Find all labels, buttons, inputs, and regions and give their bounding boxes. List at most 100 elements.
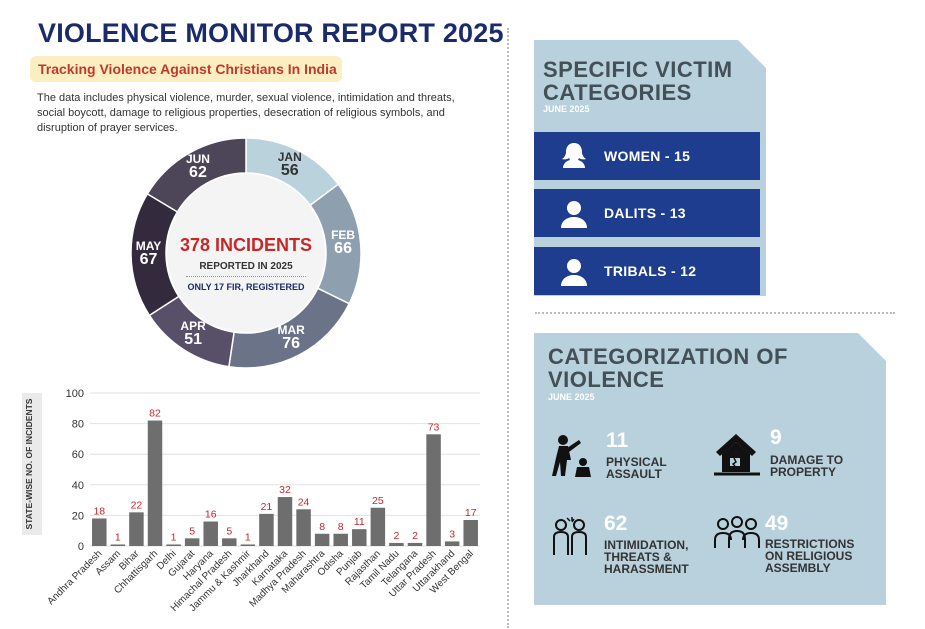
bar-value-label: 32	[279, 484, 291, 496]
y-axis-label-band	[22, 393, 42, 535]
intimidation-label-2: THREATS &	[604, 550, 672, 564]
bar-haryana	[203, 521, 218, 546]
subtitle-highlight	[30, 56, 342, 82]
violence-panel-title-1: CATEGORIZATION OF	[548, 344, 788, 369]
bar-west-bengal	[463, 519, 478, 546]
bar-karnataka	[277, 497, 293, 546]
bar-value-label: 5	[189, 525, 195, 537]
bar-himachal-pradesh	[222, 538, 237, 546]
bar-telangana	[407, 542, 423, 546]
intimidation-label-3: HARASSMENT	[604, 562, 689, 576]
bar-jharkhand	[259, 513, 274, 546]
bar-value-label: 5	[226, 525, 232, 537]
violence-panel-title-2: VIOLENCE	[548, 367, 665, 392]
woman-icon	[562, 143, 586, 168]
monthly-donut-chart	[130, 137, 362, 369]
donut-month: MAR	[277, 323, 305, 338]
donut-month: JAN	[277, 149, 302, 164]
bar-value-label: 8	[338, 521, 344, 533]
donut-month: MAY	[135, 238, 162, 253]
bar-jammu-kashmir	[240, 544, 256, 546]
restrictions-count: 49	[765, 512, 789, 535]
donut-value: 66	[334, 240, 352, 258]
bar-value-label: 8	[319, 521, 325, 533]
assault-icon	[552, 435, 591, 477]
bar-tamil-nadu	[389, 542, 404, 546]
bar-value-label: 82	[149, 408, 161, 420]
intro-text: The data includes physical violence, mur…	[37, 92, 455, 134]
victim-panel-period: JUNE 2025	[543, 104, 590, 114]
damage-property-label-2: PROPERTY	[770, 465, 837, 479]
bar-value-label: 21	[261, 501, 273, 513]
violence-panel-period: JUNE 2025	[548, 392, 595, 402]
donut-label-jan: JAN 56	[268, 151, 312, 179]
donut-month: JUN	[185, 152, 210, 167]
bar-maharashtra	[314, 533, 330, 546]
victim-panel-title-2: CATEGORIES	[543, 80, 692, 105]
horizontal-divider	[535, 312, 895, 314]
bar-value-label: 3	[449, 528, 455, 540]
y-tick-label: 60	[72, 449, 84, 461]
fir-note: ONLY 17 FIR, REGISTERED	[187, 282, 305, 292]
physical-assault-count: 11	[606, 429, 629, 452]
bar-value-label: 11	[354, 516, 365, 528]
restrictions-label-3: ASSEMBLY	[765, 561, 831, 575]
bar-chhattisgarh	[147, 420, 163, 546]
report-subtitle: Tracking Violence Against Christians In …	[38, 61, 337, 77]
incidents-total: 378 INCIDENTS	[179, 235, 313, 255]
donut-label-feb: FEB 66	[321, 229, 365, 257]
bar-value-label: 22	[131, 499, 143, 511]
bar-punjab	[352, 529, 367, 546]
damage-property-label-1: DAMAGE TO	[770, 453, 844, 467]
bar-value-label: 16	[205, 509, 217, 521]
victim-row-dalits: DALITS - 13	[534, 189, 760, 237]
bar-gujarat	[184, 538, 200, 546]
y-tick-label: 20	[72, 510, 84, 522]
victim-label-women: WOMEN - 15	[604, 148, 691, 164]
bar-value-label: 1	[245, 531, 251, 543]
group-icon	[714, 516, 760, 548]
donut-month: APR	[180, 318, 206, 333]
donut-value: 56	[280, 161, 299, 179]
bar-value-label: 18	[93, 505, 105, 517]
victim-row-tribals: TRIBALS - 12	[534, 247, 760, 295]
victim-panel-title-1: SPECIFIC VICTIM	[543, 57, 733, 82]
physical-assault-label-1: PHYSICAL	[606, 455, 667, 469]
bar-odisha	[333, 533, 348, 546]
bar-value-label: 2	[394, 530, 400, 542]
physical-assault-label-2: ASSAULT	[606, 467, 662, 481]
x-tick-label: Andhra Pradesh	[46, 548, 105, 607]
violence-categories-panel	[534, 333, 886, 605]
restrictions-label-1: RESTRICTIONS	[765, 537, 855, 551]
victim-label-tribals: TRIBALS - 12	[604, 263, 697, 279]
bar-uttar-pradesh	[426, 434, 441, 546]
bar-madhya-pradesh	[296, 509, 311, 546]
intimidation-count: 62	[604, 512, 628, 535]
donut-value: 76	[282, 335, 301, 353]
donut-value: 67	[139, 250, 158, 268]
y-tick-label: 100	[66, 388, 84, 400]
y-tick-label: 0	[78, 541, 84, 553]
victim-label-dalits: DALITS - 13	[604, 205, 686, 221]
bar-value-label: 73	[428, 421, 440, 433]
report-title: VIOLENCE MONITOR REPORT 2025	[38, 18, 504, 48]
damaged-house-icon	[714, 434, 760, 476]
donut-center	[167, 174, 325, 332]
person-icon	[561, 201, 587, 228]
bar-value-label: 25	[372, 495, 384, 507]
bar-value-label: 1	[115, 531, 121, 543]
bar-rajasthan	[370, 507, 386, 546]
bar-delhi	[166, 544, 181, 546]
donut-label-apr: APR 51	[171, 320, 215, 348]
bar-value-label: 1	[171, 531, 177, 543]
state-bar-chart: STATE-WISE NO. OF INCIDENTS 0 20 40 60 80 100 1…	[22, 388, 480, 614]
donut-value: 62	[189, 164, 207, 182]
donut-slice-jun	[146, 137, 247, 213]
y-axis-label: STATE-WISE NO. OF INCIDENTS	[24, 398, 34, 529]
person-icon	[561, 259, 587, 286]
intimidation-label-1: INTIMIDATION,	[604, 538, 689, 552]
restrictions-label-2: ON RELIGIOUS	[765, 549, 853, 563]
victim-row-women: WOMEN - 15	[534, 132, 760, 180]
y-tick-label: 80	[72, 419, 84, 431]
donut-label-mar: MAR 76	[269, 324, 313, 352]
